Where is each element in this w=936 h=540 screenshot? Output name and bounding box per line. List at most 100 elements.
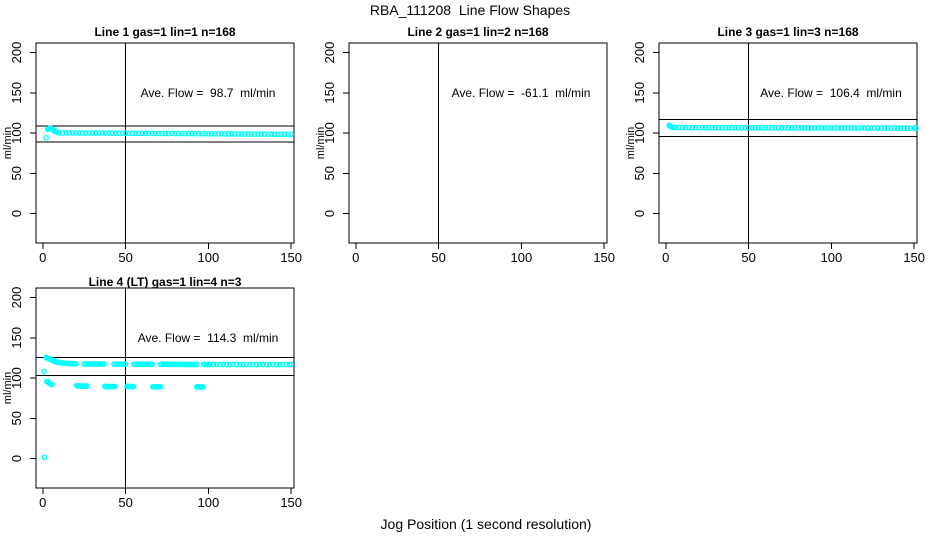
data-point	[768, 125, 775, 131]
subplot-3-y-axis-label: ml/min	[625, 126, 637, 160]
data-point	[182, 130, 189, 137]
data-point	[851, 125, 858, 131]
data-point	[240, 361, 247, 368]
data-point	[185, 130, 192, 137]
data-point	[672, 124, 679, 131]
y-tick-label: 0	[322, 210, 337, 217]
y-tick-label: 100	[9, 122, 24, 144]
data-point	[69, 130, 76, 136]
data-point	[225, 131, 232, 137]
data-point	[235, 131, 242, 137]
data-point	[165, 130, 172, 137]
data-point	[76, 130, 83, 136]
plot-box	[35, 42, 295, 244]
y-tick-label: 50	[9, 411, 24, 425]
data-point	[280, 361, 286, 368]
data-point	[243, 361, 250, 368]
data-point	[821, 125, 828, 131]
x-axis-label: Jog Position (1 second resolution)	[380, 516, 592, 532]
data-point	[162, 130, 169, 137]
data-point	[101, 361, 107, 367]
subplot-1-ave-flow-annotation: Ave. Flow = 98.7 ml/min	[140, 86, 276, 100]
data-point	[715, 124, 722, 131]
x-tick-label: 0	[39, 495, 46, 510]
plot-box	[35, 287, 295, 489]
data-point	[207, 361, 213, 368]
data-point	[752, 124, 759, 131]
y-tick-label: 200	[9, 287, 24, 309]
data-point	[256, 361, 263, 368]
data-point	[838, 125, 845, 131]
figure-title: RBA_111208 Line Flow Shapes	[369, 2, 571, 18]
data-point	[205, 130, 212, 137]
data-point	[884, 125, 891, 131]
x-tick-label: 150	[280, 495, 302, 510]
data-point	[815, 125, 821, 131]
data-point	[818, 125, 825, 131]
data-point	[251, 131, 258, 137]
data-point	[679, 124, 686, 131]
data-point	[250, 361, 256, 368]
data-point	[112, 130, 119, 136]
data-point	[63, 129, 69, 136]
data-point	[788, 125, 795, 131]
data-point	[831, 125, 838, 131]
data-point	[59, 130, 66, 136]
data-point	[139, 130, 145, 137]
data-point	[193, 361, 200, 368]
data-point	[228, 131, 235, 137]
plot-box	[348, 42, 608, 244]
y-tick-label: 50	[9, 166, 24, 180]
data-point	[858, 125, 865, 131]
y-tick-label: 50	[322, 166, 337, 180]
data-point	[705, 124, 712, 131]
x-tick-label: 50	[118, 250, 132, 265]
data-point	[102, 130, 109, 136]
y-tick-label: 200	[9, 42, 24, 64]
data-point	[835, 125, 841, 131]
data-point	[735, 124, 742, 131]
x-tick-label: 100	[511, 250, 533, 265]
data-point	[106, 130, 112, 136]
data-point	[56, 129, 63, 136]
data-point	[285, 131, 291, 138]
data-point	[227, 361, 233, 368]
data-point	[129, 130, 136, 137]
data-point	[270, 361, 276, 368]
subplot-2-title: Line 2 gas=1 lin=2 n=168	[407, 25, 549, 39]
data-point	[130, 383, 137, 390]
data-point	[802, 125, 808, 131]
data-point	[241, 131, 248, 137]
data-point	[758, 124, 765, 131]
data-point	[261, 131, 268, 137]
data-point	[73, 130, 79, 136]
y-tick-label: 200	[322, 42, 337, 64]
data-point	[699, 124, 706, 131]
data-point	[745, 124, 752, 131]
data-point	[692, 124, 699, 131]
data-point	[273, 361, 280, 368]
data-point	[841, 125, 848, 131]
x-tick-label: 0	[662, 250, 669, 265]
data-point	[798, 125, 805, 131]
data-point	[149, 130, 155, 137]
data-point	[729, 124, 735, 131]
data-point	[871, 125, 878, 131]
data-point	[881, 125, 888, 131]
data-point	[725, 124, 732, 131]
data-point	[785, 124, 792, 131]
data-point	[82, 130, 89, 136]
y-tick-label: 150	[9, 82, 24, 104]
x-tick-label: 0	[39, 250, 46, 265]
subplot-3-title: Line 3 gas=1 lin=3 n=168	[717, 25, 859, 39]
data-point	[83, 383, 90, 389]
data-point	[122, 130, 129, 137]
data-point	[142, 130, 149, 137]
x-tick-label: 100	[198, 250, 220, 265]
data-point	[765, 124, 772, 131]
data-point	[192, 130, 198, 137]
data-point	[198, 130, 205, 137]
data-point	[238, 131, 245, 137]
data-point	[73, 360, 79, 367]
